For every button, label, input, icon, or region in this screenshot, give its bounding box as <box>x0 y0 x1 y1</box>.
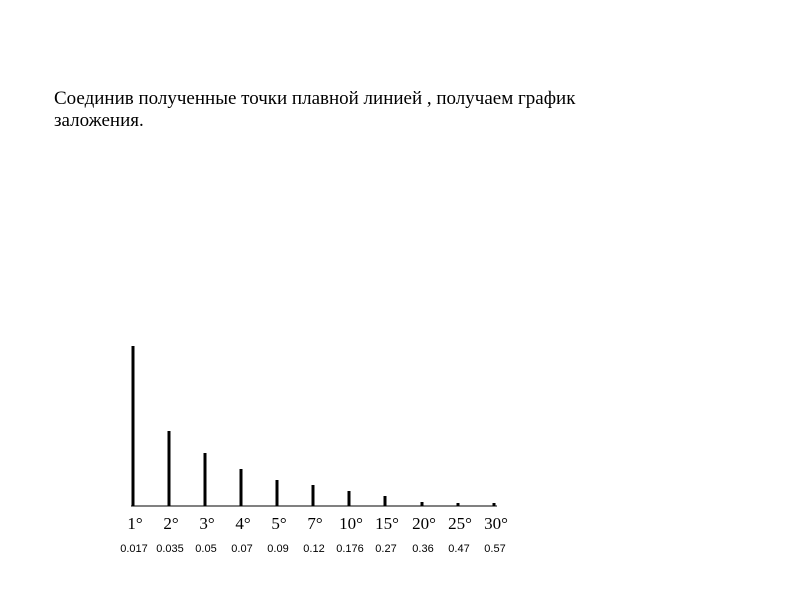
angle-label-5: 5° <box>271 514 286 533</box>
angle-label-group: 1° 2° 3° 4° 5° 7° 10° 15° 20° 25° 30° <box>127 514 508 533</box>
angle-label-1: 1° <box>127 514 142 533</box>
bar-group <box>131 346 496 506</box>
value-label-9: 0.36 <box>412 543 433 555</box>
caption-line-2: заложения. <box>54 110 144 131</box>
value-label-8: 0.27 <box>375 543 396 555</box>
value-label-5: 0.09 <box>267 543 288 555</box>
value-label-10: 0.47 <box>448 543 469 555</box>
angle-label-6: 7° <box>307 514 322 533</box>
value-label-4: 0.07 <box>231 543 252 555</box>
caption-text: Соединив полученные точки плавной линией… <box>54 88 734 132</box>
angle-label-10: 25° <box>448 514 472 533</box>
value-label-2: 0.035 <box>156 543 184 555</box>
angle-label-7: 10° <box>339 514 363 533</box>
angle-label-3: 3° <box>199 514 214 533</box>
caption-line-1: Соединив полученные точки плавной линией… <box>54 88 576 109</box>
angle-label-2: 2° <box>163 514 178 533</box>
value-label-3: 0.05 <box>195 543 216 555</box>
angle-label-9: 20° <box>412 514 436 533</box>
angle-label-11: 30° <box>484 514 508 533</box>
value-label-1: 0.017 <box>120 543 148 555</box>
value-label-7: 0.176 <box>336 543 364 555</box>
angle-label-4: 4° <box>235 514 250 533</box>
value-label-group: 0.017 0.035 0.05 0.07 0.09 0.12 0.176 0.27 0.36 0… <box>120 543 505 555</box>
value-label-11: 0.57 <box>484 543 505 555</box>
value-label-6: 0.12 <box>303 543 324 555</box>
angle-label-8: 15° <box>375 514 399 533</box>
